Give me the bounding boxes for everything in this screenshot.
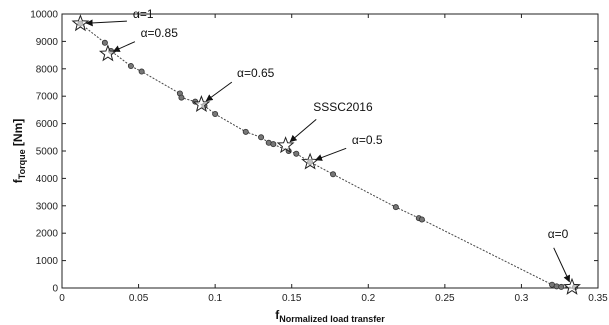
x-tick-label: 0.3 — [514, 293, 528, 304]
data-point — [558, 283, 565, 290]
annotation-label: α=0.5 — [352, 133, 383, 147]
x-axis: 0 0.05 0.1 0.15 0.2 0.25 0.3 0.35 — [59, 14, 608, 304]
star-marker — [192, 94, 211, 113]
y-axis-label-unit: [Nm] — [11, 119, 25, 150]
y-tick-label: 2000 — [36, 229, 59, 240]
data-point — [293, 150, 300, 157]
data-point — [392, 204, 399, 211]
data-point — [138, 68, 145, 75]
annotation-label: α=1 — [133, 7, 154, 21]
y-axis-label-main: f — [11, 178, 25, 183]
annotation-arrow — [85, 19, 127, 27]
data-point — [270, 141, 277, 148]
data-point — [127, 63, 134, 70]
annotation-arrow — [553, 247, 570, 283]
x-axis-label: fNormalized load transfer — [275, 308, 385, 324]
annotation-label: α=0.85 — [141, 26, 179, 40]
data-point — [258, 134, 265, 141]
plot-area — [61, 13, 599, 289]
annotation-label: α=0.65 — [237, 66, 275, 80]
data-point — [178, 94, 185, 101]
y-tick-label: 3000 — [36, 201, 59, 212]
star-series — [71, 14, 581, 295]
x-tick-label: 0 — [59, 293, 65, 304]
y-axis-label-sub: Torque — [17, 149, 27, 179]
star-marker — [276, 136, 295, 154]
x-tick-label: 0.35 — [588, 293, 608, 304]
annotation-label: α=0 — [548, 227, 569, 241]
x-axis-label-main: f — [275, 308, 280, 322]
y-tick-label: 7000 — [36, 92, 59, 103]
annotation-label: SSSC2016 — [313, 100, 373, 114]
annotation-arrow — [205, 81, 233, 102]
y-tick-label: 0 — [52, 284, 58, 295]
y-axis: 0 1000 2000 3000 4000 5000 6000 7000 8000 9000 100… — [30, 10, 598, 295]
y-tick-label: 4000 — [36, 174, 59, 185]
annotation-arrow — [289, 118, 317, 143]
y-tick-label: 5000 — [36, 147, 59, 158]
x-tick-label: 0.05 — [129, 293, 149, 304]
data-point — [330, 171, 337, 178]
x-tick-label: 0.15 — [282, 293, 302, 304]
y-tick-label: 8000 — [36, 64, 59, 75]
data-point — [418, 216, 425, 223]
data-point — [212, 111, 219, 118]
y-tick-label: 10000 — [30, 10, 58, 21]
annotations: α=1 α=0.85 α=0.65 SSSC2016 α=0.5 α=0 — [85, 7, 570, 283]
y-tick-label: 6000 — [36, 119, 59, 130]
annotation-arrow — [112, 41, 136, 52]
x-axis-label-sub: Normalized load transfer — [279, 314, 385, 324]
y-tick-label: 9000 — [36, 37, 59, 48]
y-axis-label: fTorque [Nm] — [11, 119, 27, 184]
x-tick-label: 0.2 — [361, 293, 375, 304]
data-point — [242, 128, 249, 135]
x-tick-label: 0.1 — [208, 293, 222, 304]
y-tick-label: 1000 — [36, 256, 59, 267]
data-point — [101, 39, 108, 46]
annotation-arrow — [315, 147, 347, 161]
x-tick-label: 0.25 — [435, 293, 455, 304]
star-marker — [563, 277, 581, 295]
